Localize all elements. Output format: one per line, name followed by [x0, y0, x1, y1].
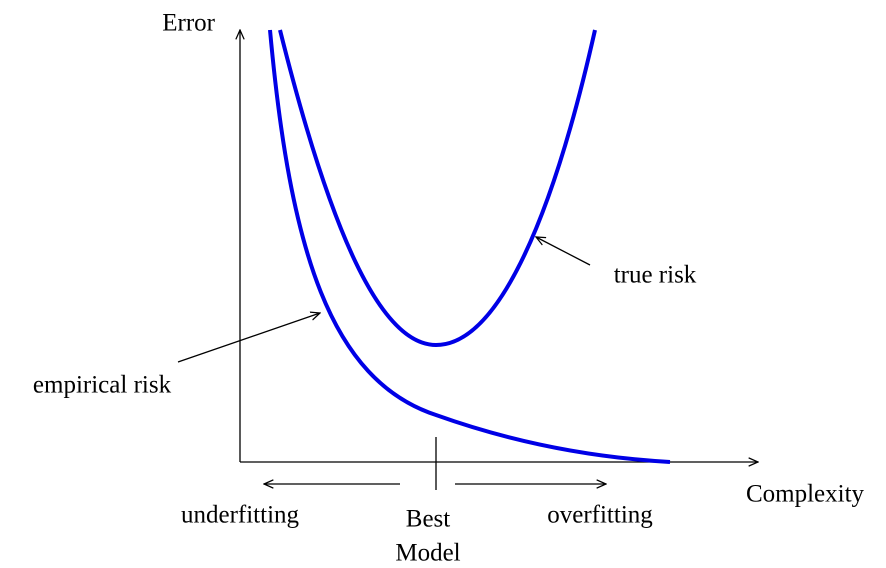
x-axis-label: Complexity [746, 481, 865, 508]
region-label: underfitting [181, 502, 300, 529]
region-label: overfitting [547, 502, 653, 529]
marker-label: Best [406, 506, 451, 533]
y-axis-label: Error [162, 10, 215, 37]
empirical-risk-curve [268, 29, 671, 464]
curve-label: empirical risk [33, 372, 172, 399]
annotation-arrow [536, 237, 591, 266]
annotation-arrow [177, 313, 320, 363]
marker-label: Model [395, 540, 460, 567]
curve-label: true risk [614, 262, 697, 289]
true-risk-curve [278, 29, 597, 348]
